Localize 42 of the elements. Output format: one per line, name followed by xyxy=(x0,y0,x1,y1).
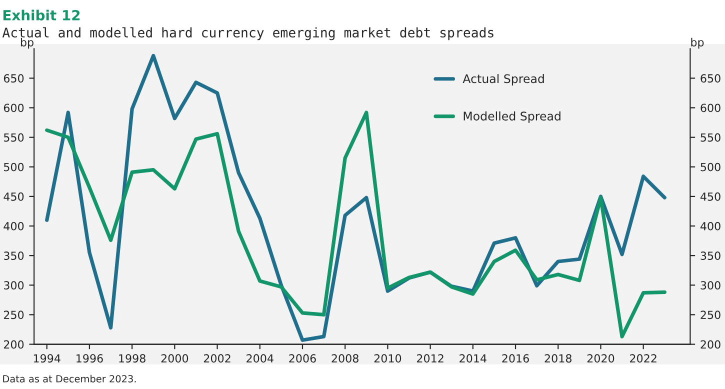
x-tick-label: 2022 xyxy=(630,354,656,363)
y-tick-label: 200 xyxy=(4,340,24,349)
legend-label: Modelled Spread xyxy=(464,111,560,123)
y2-tick-label: 600 xyxy=(700,104,720,112)
y2-axis-title: bp xyxy=(691,38,704,49)
x-tick-label: 1994 xyxy=(34,354,60,363)
y-tick-label: 600 xyxy=(4,104,24,112)
y2-tick-label: 450 xyxy=(700,192,720,201)
y2-tick-label: 500 xyxy=(700,162,720,172)
y2-tick-label: 250 xyxy=(700,310,720,320)
y2-tick-label: 300 xyxy=(700,281,720,290)
y2-tick-label: 650 xyxy=(700,74,720,83)
y-tick-label: 550 xyxy=(4,133,24,142)
text: Data as at December 2023. xyxy=(3,374,136,382)
x-tick-label: 2012 xyxy=(416,354,444,363)
x-tick-label: 2016 xyxy=(502,354,529,363)
y-tick-label: 250 xyxy=(4,310,24,320)
y2-tick-label: 350 xyxy=(700,252,720,260)
x-tick-label: 2000 xyxy=(161,354,188,363)
y-tick-label: 350 xyxy=(4,252,24,260)
line-series xyxy=(45,110,666,338)
x-tick-label: 2018 xyxy=(544,354,572,363)
x-tick-label: 2006 xyxy=(289,354,316,363)
y-tick-label: 300 xyxy=(4,281,24,290)
y2-tick-label: 400 xyxy=(700,222,720,230)
y-tick-label: 450 xyxy=(4,192,24,201)
x-tick-label: 2014 xyxy=(460,354,486,363)
y2-tick-label: 550 xyxy=(700,133,720,142)
y-tick-label: 400 xyxy=(4,222,24,230)
y-tick-label: 500 xyxy=(4,162,24,172)
y2-tick-label: 200 xyxy=(700,340,720,349)
x-tick-label: 2002 xyxy=(204,354,230,363)
y-axis-title: bp xyxy=(20,38,34,49)
legend-label: Actual Spread xyxy=(462,74,544,86)
x-tick-label: 2020 xyxy=(587,354,614,363)
x-tick-label: 2008 xyxy=(332,354,358,363)
x-tick-label: 2004 xyxy=(246,354,274,363)
x-tick-label: 1998 xyxy=(119,354,146,363)
y-tick-label: 650 xyxy=(4,74,24,83)
x-tick-label: 1996 xyxy=(76,354,103,363)
chart-title: Exhibit 12 xyxy=(3,10,80,20)
x-tick-label: 2010 xyxy=(374,354,402,363)
